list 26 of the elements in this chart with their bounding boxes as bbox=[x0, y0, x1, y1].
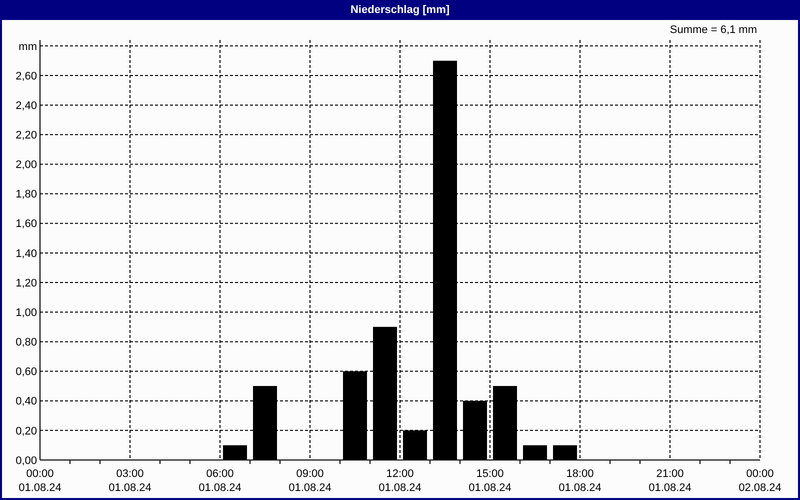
y-tick-label: 0,00 bbox=[16, 454, 37, 467]
y-tick-label: 0,60 bbox=[16, 366, 37, 378]
y-tick-label: mm bbox=[18, 40, 37, 53]
x-tick-label: 21:00 01.08.24 bbox=[648, 468, 692, 494]
x-tick-label: 00:00 01.08.24 bbox=[18, 468, 62, 494]
chart-title: Niederschlag [mm] bbox=[0, 0, 800, 20]
y-tick-label: 2,60 bbox=[16, 70, 37, 82]
y-tick-label: 2,40 bbox=[16, 100, 37, 112]
x-tick-label: 06:00 01.08.24 bbox=[198, 468, 242, 494]
x-tick-label: 09:00 01.08.24 bbox=[288, 468, 332, 494]
x-tick-label: 12:00 01.08.24 bbox=[378, 468, 422, 494]
y-tick-label: 1,60 bbox=[16, 218, 37, 230]
y-tick-label: 0,20 bbox=[16, 425, 37, 438]
x-tick-label: 00:00 02.08.24 bbox=[738, 468, 782, 494]
y-tick-label: 1,20 bbox=[16, 277, 37, 290]
y-tick-label: 1,00 bbox=[16, 306, 37, 319]
y-tick-label: 0,80 bbox=[16, 336, 37, 349]
y-tick-label: 1,40 bbox=[16, 248, 37, 260]
x-tick-label: 18:00 01.08.24 bbox=[558, 468, 602, 494]
y-tick-label: 1,80 bbox=[16, 188, 37, 201]
text: Summe = 6,1 mm bbox=[670, 24, 757, 36]
x-tick-label: 03:00 01.08.24 bbox=[108, 468, 152, 494]
y-tick-label: 2,00 bbox=[16, 159, 37, 172]
x-tick-label: 15:00 01.08.24 bbox=[468, 468, 512, 494]
y-tick-label: 2,20 bbox=[16, 130, 37, 142]
y-tick-label: 0,40 bbox=[16, 396, 37, 408]
